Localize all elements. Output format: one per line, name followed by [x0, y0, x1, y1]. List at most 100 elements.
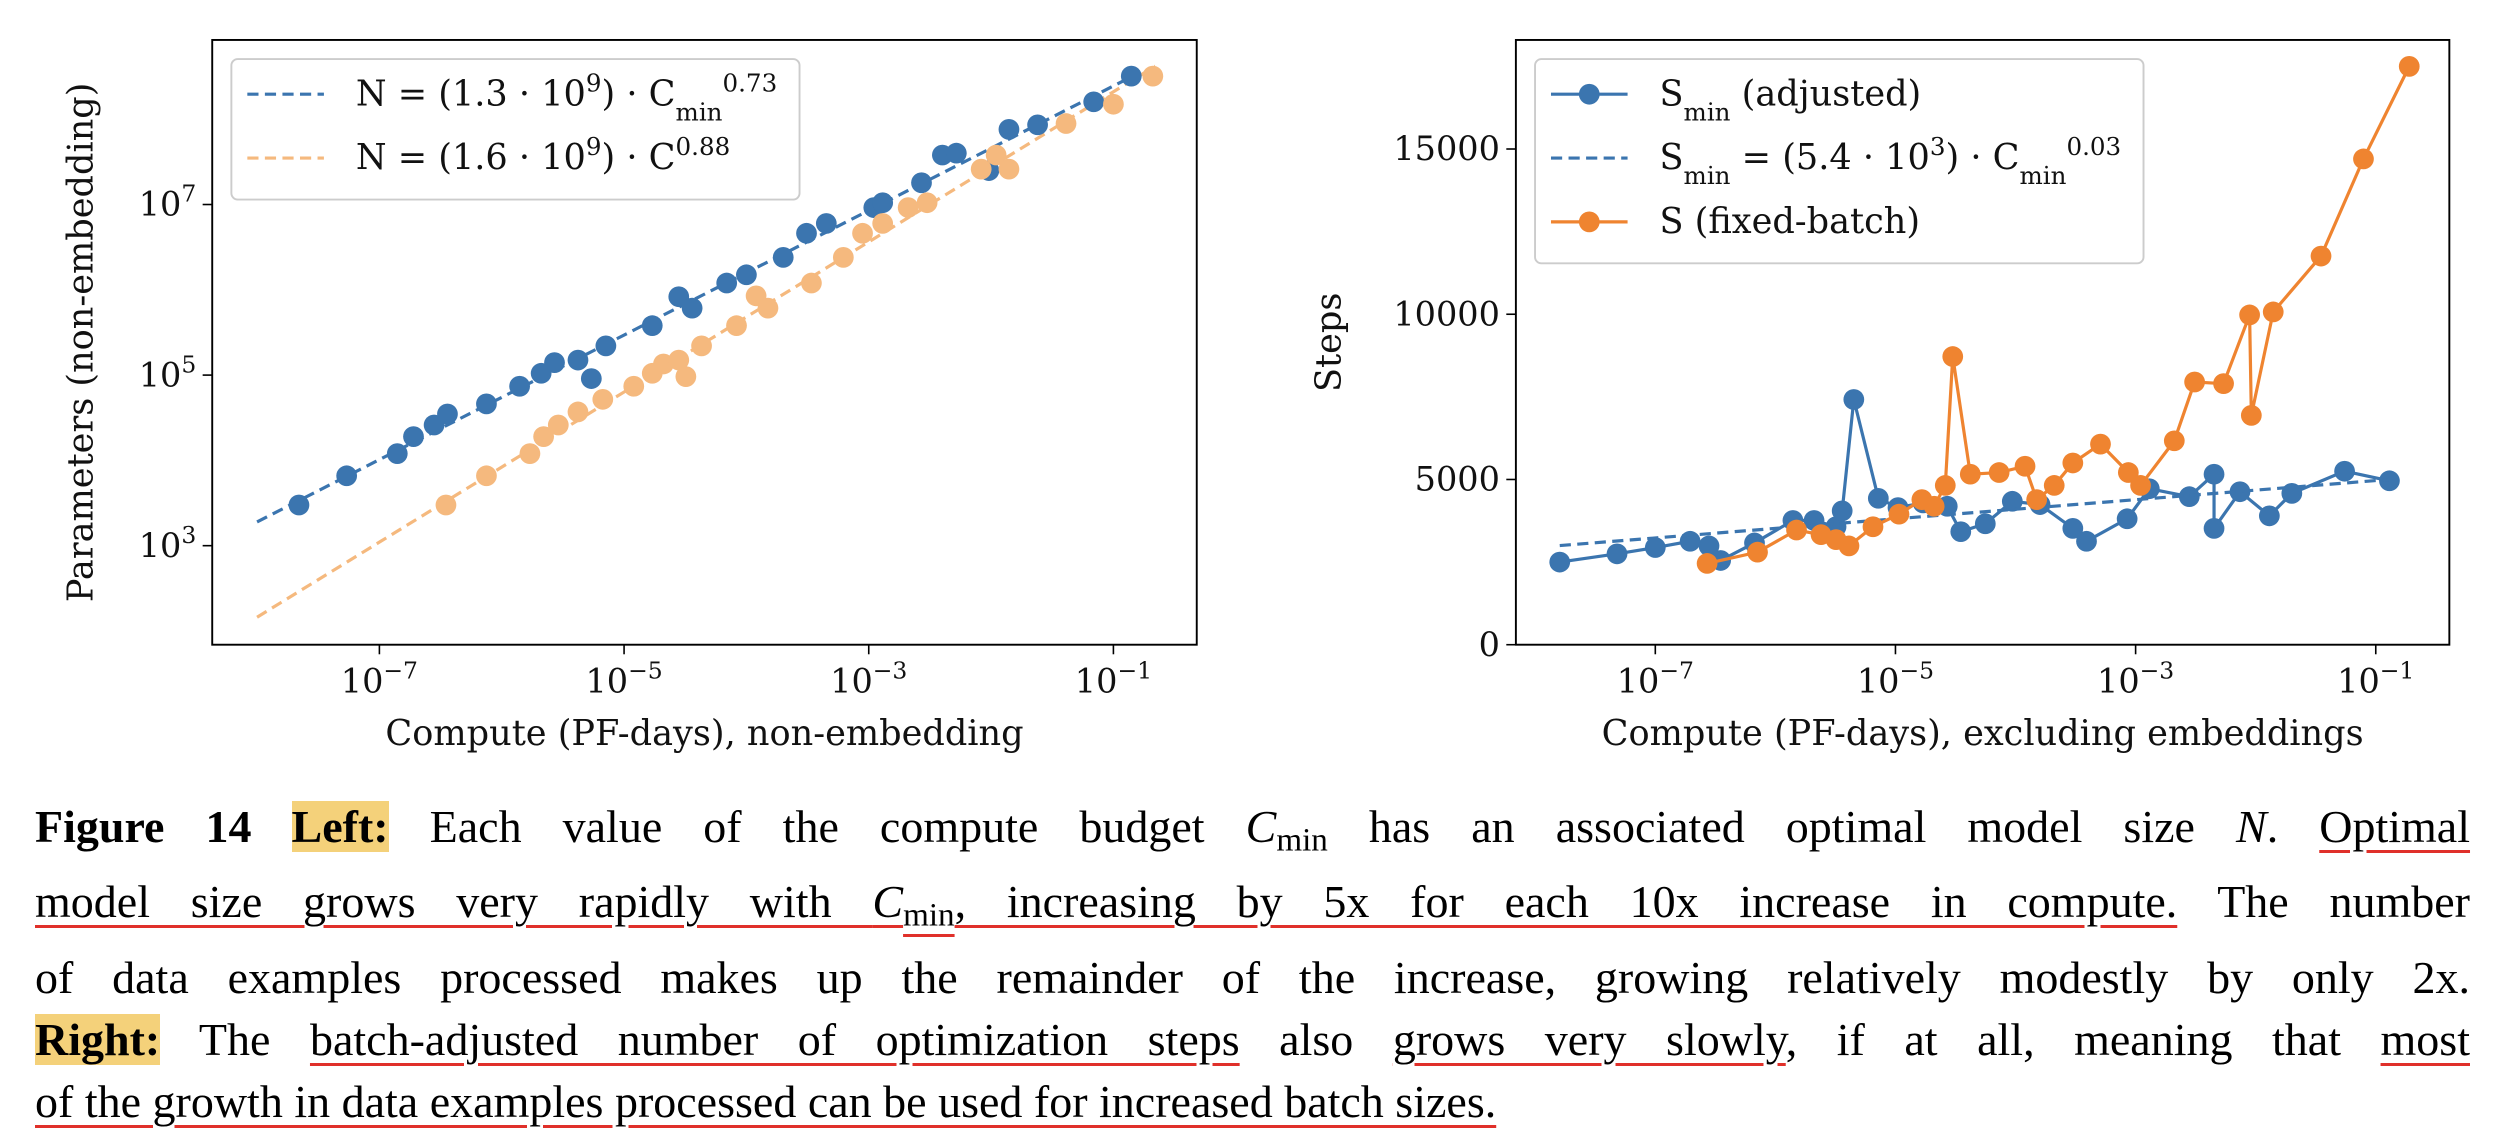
data-point — [1103, 93, 1124, 115]
data-point — [1923, 495, 1945, 517]
data-point — [998, 119, 1020, 140]
data-point — [1959, 463, 1981, 485]
y-tick-label: 0 — [1479, 625, 1500, 664]
data-point — [623, 375, 645, 397]
data-point — [1644, 537, 1666, 558]
caption-label: Left: — [291, 801, 389, 852]
data-point — [567, 401, 589, 423]
data-point — [726, 315, 747, 337]
data-point — [533, 426, 554, 447]
data-point — [2239, 304, 2260, 326]
y-axis-label: Parameters (non-embedding) — [61, 83, 102, 603]
data-point — [288, 494, 310, 516]
data-point — [1950, 521, 1972, 543]
data-point — [2398, 56, 2420, 77]
data-point — [567, 349, 589, 371]
series-line — [1559, 477, 2390, 548]
caption-line: model size grows very rapidly with Cmin,… — [35, 871, 2470, 946]
data-point — [2203, 463, 2225, 485]
data-point — [437, 403, 458, 425]
legend-label: N = (1.6 · 109) · C0.88 — [356, 132, 730, 179]
data-point — [595, 335, 617, 357]
data-point — [2240, 404, 2262, 426]
data-point — [2116, 508, 2138, 530]
data-point — [736, 264, 757, 286]
data-point — [2117, 462, 2139, 483]
y-tick-label: 103 — [139, 521, 197, 565]
data-point — [336, 465, 358, 487]
data-point — [2262, 301, 2284, 323]
data-point — [2130, 475, 2151, 496]
data-point — [998, 158, 1020, 180]
x-tick-label: 10−1 — [2337, 657, 2414, 701]
data-point — [2229, 481, 2251, 503]
caption-text: also — [1239, 1013, 1393, 1065]
data-point — [1942, 346, 1964, 367]
x-tick-label: 10−3 — [830, 657, 907, 701]
caption-text: of data examples processed makes up the … — [35, 951, 2470, 1003]
data-point — [2062, 452, 2084, 474]
legend-label: N = (1.3 · 109) · Cmin0.73 — [356, 68, 777, 126]
legend: Smin (adjusted) Smin = (5.4 · 103) · Cmin… — [1534, 58, 2145, 265]
data-point — [772, 247, 794, 268]
data-point — [1083, 91, 1105, 113]
caption-math: C — [1245, 801, 1277, 852]
caption-math: min — [903, 896, 955, 934]
figure-label: Figure 14 — [35, 801, 252, 852]
x-tick-label: 10−1 — [1075, 657, 1152, 701]
caption: Figure 14 Left: Each value of the compute… — [35, 796, 2470, 1133]
data-point — [2062, 518, 2084, 539]
legend-label: S (fixed-batch) — [1659, 201, 1920, 242]
data-point — [2213, 373, 2234, 395]
legend-label: Smin (adjusted) — [1659, 73, 1921, 126]
data-point — [1696, 553, 1718, 574]
y-axis-label: Steps — [1308, 293, 1349, 392]
caption-line: Figure 14 Left: Each value of the compute… — [35, 796, 2470, 871]
data-point — [801, 272, 822, 294]
caption-text: , if at all, meaning that — [1785, 1013, 2381, 1065]
y-tick-label: 107 — [139, 180, 197, 224]
data-point — [476, 465, 497, 487]
data-point — [1862, 516, 1884, 538]
x-tick-label: 10−7 — [341, 657, 418, 701]
data-point — [1988, 462, 2010, 483]
data-point — [681, 297, 703, 319]
data-point — [1867, 487, 1889, 509]
data-point — [1120, 65, 1142, 87]
data-point — [852, 222, 873, 244]
figure: 10−7 10−5 10−3 10−1 103 105 107 Compute (PF-day… — [61, 38, 2451, 754]
data-point — [2334, 460, 2355, 482]
data-point — [2043, 475, 2065, 496]
data-point — [1974, 513, 1996, 535]
data-point — [916, 192, 938, 214]
data-point — [386, 443, 408, 465]
caption-line: of data examples processed makes up the … — [35, 947, 2470, 1009]
data-point — [832, 247, 854, 268]
chart: 10−7 10−5 10−3 10−1 0 5000 10000 15000 Compute (… — [1308, 38, 2451, 754]
data-point — [945, 142, 967, 164]
data-point — [675, 366, 697, 387]
data-point — [1606, 543, 1628, 565]
data-point — [1786, 519, 1807, 541]
y-tick-label: 5000 — [1415, 460, 1500, 499]
caption-text: model size grows very rapidly with — [35, 876, 873, 928]
caption-line: of the growth in data examples processed… — [35, 1071, 2470, 1133]
caption-math: N — [2236, 801, 2267, 852]
data-point — [2184, 371, 2205, 393]
data-point — [911, 172, 932, 194]
y-tick-label: 15000 — [1393, 129, 1500, 168]
data-point — [1698, 535, 1720, 557]
data-point — [435, 494, 457, 516]
data-point — [2258, 505, 2280, 527]
caption-text: most — [2380, 1013, 2470, 1065]
x-tick-label: 10−5 — [1857, 657, 1934, 701]
data-point — [403, 426, 424, 447]
caption-text: of the growth in data examples processed… — [35, 1075, 1497, 1127]
data-point — [519, 443, 541, 465]
data-point — [2178, 486, 2200, 508]
legend-label: Smin = (5.4 · 103) · Cmin0.03 — [1659, 132, 2121, 190]
data-point — [2026, 489, 2048, 511]
data-point — [2353, 148, 2374, 170]
legend-marker — [1578, 83, 1600, 105]
